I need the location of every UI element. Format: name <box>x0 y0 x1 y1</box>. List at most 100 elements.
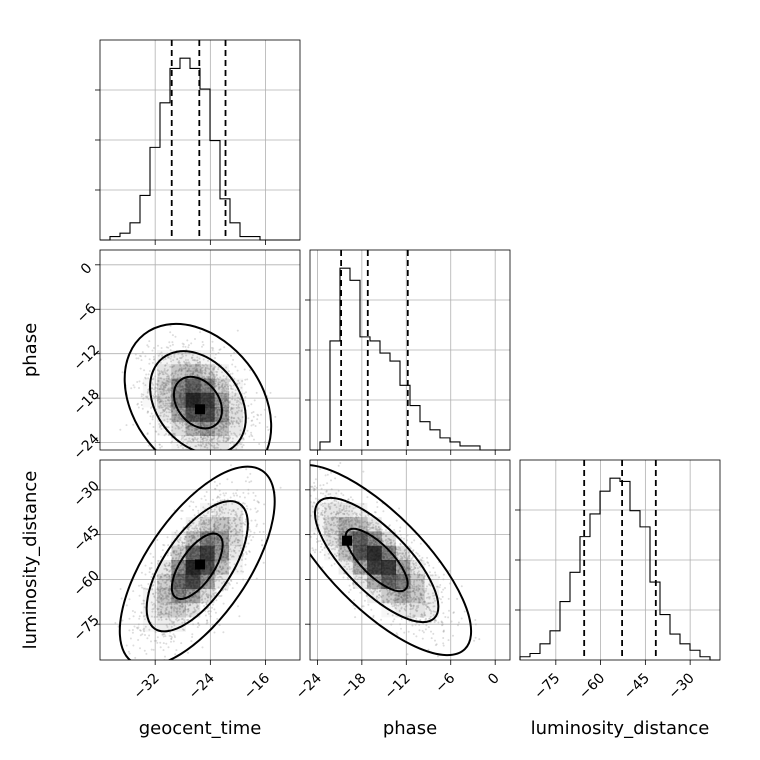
sample-point <box>201 575 204 578</box>
sample-point <box>162 385 165 388</box>
sample-point <box>150 412 153 415</box>
sample-point <box>234 546 236 549</box>
sample-point <box>157 379 160 382</box>
sample-point <box>169 405 172 407</box>
sample-point <box>182 592 185 595</box>
sample-point <box>228 418 231 421</box>
sample-point <box>175 589 178 591</box>
sample-point <box>209 585 212 588</box>
sample-point <box>238 544 241 547</box>
sample-point <box>205 522 208 525</box>
sample-point <box>214 574 217 577</box>
sample-point <box>164 581 167 584</box>
sample-point <box>160 399 163 402</box>
sample-point <box>230 486 232 488</box>
sample-point <box>229 535 232 538</box>
sample-point <box>210 536 213 539</box>
sample-point <box>214 403 217 405</box>
sample-point <box>177 614 180 617</box>
sample-point <box>228 462 230 464</box>
sample-point <box>204 523 207 526</box>
sample-point <box>176 390 179 393</box>
sample-point <box>162 543 165 546</box>
sample-point <box>162 642 165 645</box>
sample-point <box>201 516 204 519</box>
sample-point <box>159 377 162 380</box>
sample-point <box>215 538 218 541</box>
sample-point <box>222 428 225 431</box>
sample-point <box>213 380 216 383</box>
sample-point <box>206 364 209 367</box>
x-tick-label: −45 <box>621 670 653 702</box>
sample-point <box>236 531 239 534</box>
sample-point <box>229 409 232 411</box>
sample-point <box>173 432 176 435</box>
sample-point <box>184 421 187 424</box>
sample-point <box>166 554 169 557</box>
sample-point <box>197 371 200 374</box>
sample-point <box>171 606 173 609</box>
sample-point <box>230 530 233 533</box>
sample-point <box>215 404 218 407</box>
sample-point <box>187 610 189 613</box>
sample-point <box>219 518 222 521</box>
sample-point <box>195 359 198 362</box>
sample-point <box>182 389 185 391</box>
sample-point <box>164 384 167 387</box>
sample-point <box>168 341 171 344</box>
sample-point <box>222 401 225 404</box>
sample-point <box>182 390 185 393</box>
sample-point <box>210 381 213 384</box>
sample-point <box>174 414 177 416</box>
sample-point <box>156 398 159 401</box>
sample-point <box>170 409 173 412</box>
sample-point <box>153 581 155 583</box>
sample-point <box>191 633 194 636</box>
sample-point <box>193 536 196 539</box>
sample-point <box>204 437 207 440</box>
sample-point <box>182 591 185 594</box>
sample-point <box>166 573 168 576</box>
sample-point <box>121 619 124 622</box>
sample-point <box>187 427 190 430</box>
sample-point <box>183 542 186 544</box>
sample-point <box>177 373 179 376</box>
sample-point <box>178 386 181 389</box>
sample-point <box>242 437 245 440</box>
sample-point <box>164 655 166 658</box>
sample-point <box>218 496 221 499</box>
sample-point <box>190 500 193 503</box>
x-tick-label: −18 <box>337 670 369 702</box>
sample-point <box>178 413 180 416</box>
sample-point <box>224 389 226 392</box>
sample-point <box>215 513 218 516</box>
sample-point <box>260 539 263 542</box>
sample-point <box>173 549 176 552</box>
sample-point <box>204 382 207 385</box>
sample-point <box>223 525 226 528</box>
sample-point <box>243 456 245 458</box>
sample-point <box>204 425 207 428</box>
sample-point <box>230 420 233 423</box>
sample-point <box>212 431 215 434</box>
sample-point <box>230 410 233 413</box>
sample-point <box>200 523 203 526</box>
sample-point <box>184 455 186 457</box>
sample-point <box>174 653 177 656</box>
sample-point <box>163 392 166 395</box>
sample-point <box>228 422 231 425</box>
sample-point <box>138 387 140 389</box>
sample-point <box>225 440 228 443</box>
sample-point <box>182 410 185 413</box>
sample-point <box>187 608 190 610</box>
sample-point <box>159 398 162 401</box>
sample-point <box>231 440 234 443</box>
sample-point <box>229 496 232 499</box>
sample-point <box>178 369 181 372</box>
sample-point <box>183 403 186 406</box>
sample-point <box>244 432 247 435</box>
sample-point <box>137 639 140 641</box>
sample-point <box>242 491 245 494</box>
sample-point <box>227 526 230 529</box>
sample-point <box>179 400 182 402</box>
